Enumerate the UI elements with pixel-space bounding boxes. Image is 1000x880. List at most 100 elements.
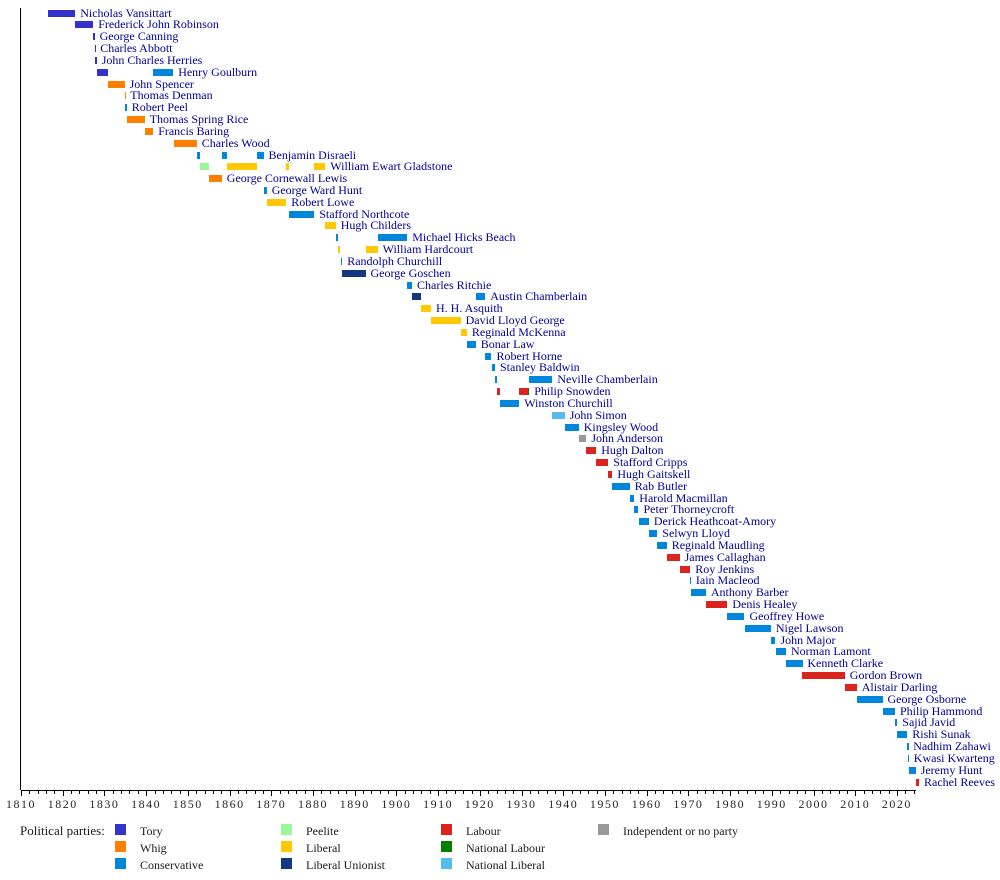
axis-minor-tick (513, 791, 515, 794)
axis-minor-tick (621, 791, 623, 794)
axis-minor-tick (755, 791, 757, 794)
axis-minor-tick (630, 791, 631, 794)
axis-minor-tick (179, 791, 181, 794)
term-bar (466, 340, 476, 348)
axis-major-tick (479, 791, 481, 796)
term-bar (705, 601, 728, 608)
term-bar (93, 33, 95, 41)
axis-minor-tick (338, 791, 339, 794)
axis-tick-label: 1940 (548, 797, 579, 811)
chancellor-label: George Ward Hunt (271, 182, 363, 197)
chancellor-label: Neville Chamberlain (557, 372, 658, 387)
term-bar (94, 45, 96, 52)
axis-minor-tick (37, 791, 39, 794)
axis-minor-tick (262, 791, 264, 794)
chancellor-label: Hugh Dalton (601, 443, 664, 458)
chancellor-label: Stafford Northcote (319, 206, 410, 221)
term-bar (338, 246, 341, 254)
axis-major-tick (396, 791, 398, 796)
term-bar (221, 151, 228, 159)
legend-label: National Labour (466, 841, 545, 855)
chancellor-label: Robert Lowe (291, 194, 355, 209)
axis-minor-tick (905, 791, 907, 794)
axis-minor-tick (346, 791, 348, 794)
chancellor-label: Iain Macleod (695, 573, 760, 588)
term-bar (95, 56, 97, 64)
chancellor-label: Kenneth Clarke (807, 656, 884, 671)
axis-tick-label: 1950 (589, 797, 620, 811)
term-bar (744, 624, 771, 632)
chancellor-label: Robert Horne (496, 348, 563, 363)
chancellor-label: George Cornewall Lewis (226, 171, 348, 186)
chancellor-label: Randolph Churchill (347, 253, 443, 268)
chancellor-label: George Goschen (370, 265, 451, 280)
chancellor-label: Robert Peel (131, 100, 189, 115)
axis-minor-tick (296, 791, 298, 794)
term-bar (638, 518, 649, 526)
legend-swatch-liberal-unionist (281, 858, 292, 869)
term-bar (421, 305, 431, 313)
axis-major-tick (646, 791, 648, 796)
term-bar (666, 553, 680, 561)
term-bar (209, 175, 222, 183)
chancellor-label: Kwasi Kwarteng (913, 750, 995, 765)
legend-swatch-tory (115, 824, 126, 835)
term-bar (802, 672, 845, 679)
legend-swatch-national-liberal (441, 858, 452, 869)
axis-major-tick (187, 791, 189, 796)
axis-tick-label: 1840 (131, 797, 162, 811)
axis-minor-tick (221, 791, 223, 794)
axis-minor-tick (696, 791, 698, 794)
term-bar (915, 778, 919, 786)
axis-major-tick (688, 791, 690, 796)
axis-minor-tick (554, 791, 556, 794)
term-bar (485, 352, 492, 360)
axis-minor-tick (588, 791, 590, 794)
axis-major-tick (521, 791, 523, 796)
term-bar (770, 636, 776, 644)
chancellor-label: William Hardcourt (382, 242, 474, 257)
term-bar (564, 423, 579, 431)
axis-tick-label: 1960 (631, 797, 662, 811)
legend-swatch-peelite (281, 824, 292, 835)
axis-tick-label: 2010 (840, 797, 871, 811)
axis-major-tick (62, 791, 64, 796)
term-bar (377, 234, 408, 242)
term-bar (690, 589, 706, 597)
axis-tick-label: 2020 (881, 797, 912, 811)
axis-minor-tick (79, 791, 81, 794)
axis-minor-tick (713, 791, 715, 794)
chancellor-label: Charles Wood (201, 135, 270, 150)
term-bar (108, 80, 125, 88)
term-bar (596, 459, 609, 466)
axis-major-tick (438, 791, 440, 796)
term-bar (96, 68, 109, 76)
chancellor-label: Bonar Law (480, 336, 535, 351)
term-bar (314, 163, 326, 171)
term-bar (496, 388, 500, 396)
chancellor-label: Thomas Spring Rice (149, 112, 249, 126)
legend-label: Independent or no party (623, 824, 738, 838)
axis-minor-tick (830, 791, 832, 794)
term-bar (196, 151, 201, 159)
term-bar (200, 163, 210, 171)
term-bar (407, 281, 412, 289)
axis-minor-tick (796, 791, 798, 794)
term-bar (657, 541, 667, 549)
axis-tick-label: 1820 (47, 797, 78, 811)
term-bar (578, 435, 587, 443)
axis-minor-tick (529, 791, 531, 794)
axis-major-tick (271, 791, 273, 796)
axis-minor-tick (237, 791, 239, 794)
chancellor-label: Hugh Childers (340, 218, 412, 233)
term-bar (908, 766, 916, 774)
term-bar (365, 246, 378, 254)
term-bar (263, 186, 267, 194)
axis-minor-tick (321, 791, 323, 794)
axis-minor-tick (413, 791, 415, 794)
term-bar (634, 506, 639, 514)
axis-minor-tick (112, 791, 114, 794)
axis-minor-tick (496, 791, 498, 794)
term-bar (727, 612, 745, 620)
term-bar (153, 68, 174, 76)
